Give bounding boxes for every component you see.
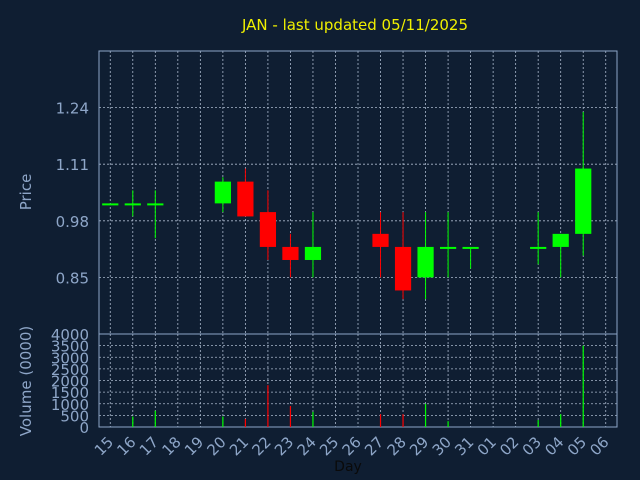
x-tick-label: 06	[586, 433, 612, 459]
candle-body	[214, 181, 231, 204]
candle-body	[575, 168, 592, 234]
candle-body	[102, 203, 119, 206]
volume-panel: 4000350030002500200015001000500015161718…	[51, 326, 618, 459]
candle-body	[394, 246, 412, 291]
volume-axis-label: Volume (0000)	[17, 326, 35, 436]
volume-tick-label: 2000	[51, 373, 89, 391]
price-axis-label: Price	[17, 174, 35, 211]
volume-tick-label: 0	[79, 419, 89, 437]
price-tick-label: 0.85	[56, 269, 89, 287]
volume-tick-label: 500	[60, 407, 89, 425]
volume-tick-label: 3000	[51, 349, 89, 367]
volume-tick-label: 4000	[51, 326, 89, 344]
price-tick-label: 0.98	[56, 213, 89, 231]
candle-body	[237, 181, 254, 217]
price-tick-label: 1.24	[56, 100, 89, 118]
candle-body	[304, 246, 322, 260]
volume-tick-label: 3500	[51, 338, 89, 356]
volume-tick-label: 2500	[51, 361, 89, 379]
volume-tick-label: 1500	[51, 384, 89, 402]
price-tick-label: 1.11	[56, 156, 89, 174]
chart-title: JAN - last updated 05/11/2025	[241, 16, 468, 34]
candle-body	[530, 246, 547, 249]
price-panel: 1.24 1.11 0.98 0.85	[56, 50, 618, 335]
candle-body	[282, 246, 299, 260]
candle-body	[552, 233, 569, 247]
candle-body	[439, 246, 457, 249]
x-axis-label: Day	[334, 459, 362, 475]
volume-panel-frame	[98, 333, 618, 428]
candle-body	[417, 246, 434, 278]
candle-body	[147, 203, 164, 206]
candle-body	[372, 233, 389, 247]
candle-body	[124, 203, 141, 206]
candle-body	[259, 212, 277, 247]
volume-tick-label: 1000	[51, 396, 89, 414]
candle-body	[462, 246, 479, 249]
